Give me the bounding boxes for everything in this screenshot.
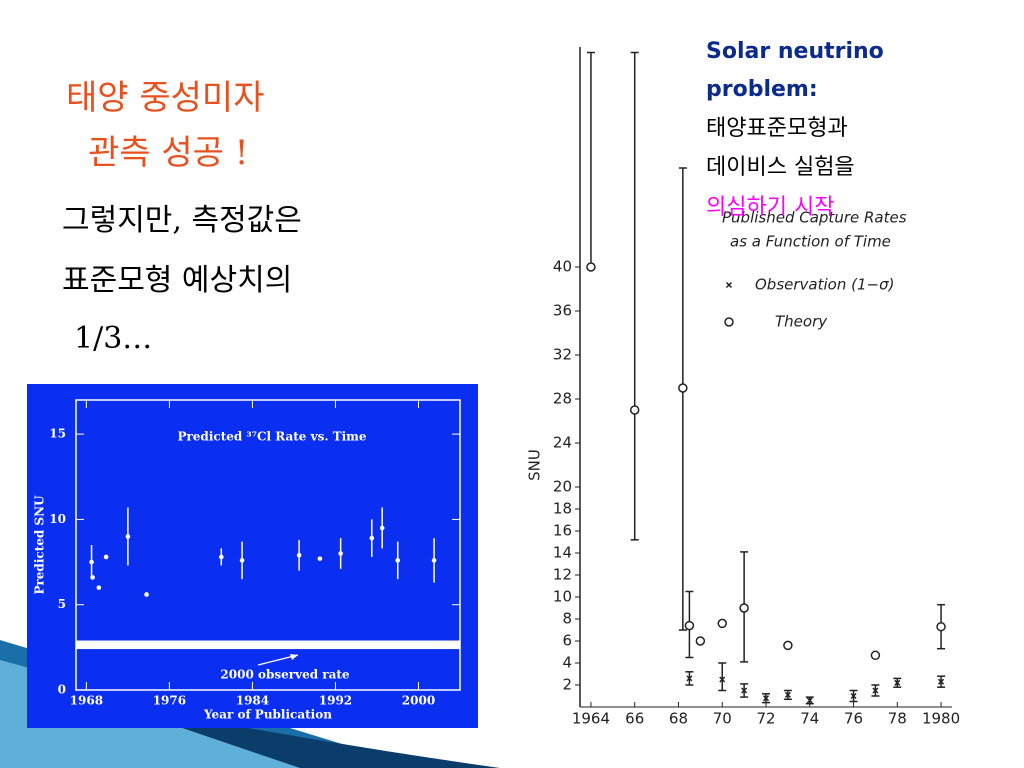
- data-point: [89, 559, 94, 565]
- data-point: [144, 592, 149, 597]
- y-tick-label: 2: [562, 676, 572, 694]
- marker-o: [739, 603, 749, 613]
- x-tick-label: 76: [844, 710, 863, 728]
- x-axis-label: Year of Publication: [203, 708, 332, 722]
- marker-x: [719, 676, 726, 683]
- marker-o: [936, 621, 946, 632]
- data-point: [369, 535, 375, 541]
- legend-label: Observation (1−σ): [755, 276, 894, 294]
- band-arrowhead: [290, 654, 298, 660]
- x-tick-label: 70: [713, 710, 732, 728]
- y-tick-label: 36: [553, 302, 572, 320]
- x-tick-label: 1968: [70, 694, 103, 708]
- data-point: [296, 552, 302, 558]
- plot-frame: [75, 399, 461, 691]
- y-tick-label: 10: [553, 588, 572, 606]
- x-tick-label: 1980: [922, 710, 960, 728]
- data-point: [103, 554, 109, 560]
- data-point: [96, 585, 102, 590]
- note-highlight: 의심하기 시작: [706, 195, 834, 220]
- marker-o: [684, 620, 695, 631]
- x-tick-label: 78: [888, 710, 907, 728]
- x-tick-label: 2000: [402, 694, 435, 708]
- note-heading: Solar neutrino: [706, 39, 884, 64]
- data-point: [395, 558, 401, 563]
- marker-x: [894, 679, 901, 686]
- y-tick-label: 12: [553, 566, 572, 584]
- y-axis-label: Predicted SNU: [33, 495, 47, 595]
- marker-x: [806, 697, 813, 704]
- data-point: [379, 525, 385, 531]
- y-tick-label: 18: [553, 500, 572, 518]
- marker-x: [938, 678, 945, 685]
- slide-text: 태양 중성미자 관측 성공 ! 그렇지만, 측정값은 표준모형 예상치의 1/3…: [62, 78, 302, 356]
- marker-x: [784, 691, 791, 698]
- x-tick-label: 74: [800, 710, 819, 728]
- y-tick-label: 16: [553, 522, 572, 540]
- band-label: 2000 observed rate: [220, 668, 350, 682]
- chart-title: Predicted ³⁷Cl Rate vs. Time: [177, 430, 366, 444]
- marker-o: [724, 317, 734, 327]
- marker-x: [741, 687, 748, 694]
- y-tick-label: 5: [58, 597, 66, 611]
- panel: [27, 384, 478, 728]
- x-tick-label: 1992: [319, 694, 352, 708]
- marker-o: [783, 640, 793, 651]
- chart-predicted: Predicted ³⁷Cl Rate vs. Time Year of Publ…: [27, 384, 478, 728]
- marker-o: [717, 618, 727, 629]
- y-tick-label: 4: [562, 654, 572, 672]
- y-tick-label: 15: [49, 427, 66, 441]
- data-point: [125, 534, 131, 539]
- data-point: [431, 558, 437, 563]
- data-point: [239, 558, 245, 563]
- x-tick-label: 1984: [236, 694, 269, 708]
- data-point: [90, 575, 95, 580]
- note-line: 데이비스 실험을: [706, 155, 855, 180]
- legend-title: Published Capture Rates: [722, 209, 907, 227]
- marker-o: [629, 405, 640, 415]
- x-tick-label: 1976: [153, 694, 186, 708]
- body-text: 표준모형 예상치의: [62, 263, 292, 298]
- marker-x: [762, 695, 770, 702]
- x-tick-label: 72: [756, 710, 775, 728]
- y-tick-label: 24: [553, 434, 572, 452]
- y-tick-label: 10: [49, 512, 66, 526]
- marker-o: [870, 650, 881, 661]
- legend-label: Theory: [775, 313, 828, 331]
- y-tick-label: 32: [553, 346, 572, 364]
- marker-x: [872, 687, 879, 694]
- y-axis-label: SNU: [526, 449, 544, 481]
- legend-title: as a Function of Time: [730, 233, 891, 251]
- body-text: 그렇지만, 측정값은: [62, 203, 302, 238]
- data-point: [218, 554, 224, 560]
- marker-o: [695, 636, 706, 646]
- data-point: [317, 556, 323, 561]
- marker-x: [850, 692, 857, 700]
- y-tick-label: 0: [58, 683, 66, 697]
- swoosh-band: [100, 700, 500, 768]
- body-text: 1/3…: [74, 321, 152, 356]
- y-tick-label: 28: [553, 390, 572, 408]
- x-tick-label: 66: [625, 710, 644, 728]
- y-tick-label: 8: [562, 610, 572, 628]
- marker-o: [678, 383, 688, 393]
- y-tick-label: 6: [562, 632, 572, 650]
- marker-o: [586, 262, 596, 272]
- y-tick-label: 20: [553, 478, 572, 496]
- slide-title: 관측 성공 !: [88, 133, 248, 173]
- x-tick-label: 1964: [572, 710, 610, 728]
- note-line: 태양표준모형과: [706, 116, 848, 141]
- note-heading: problem:: [706, 77, 818, 102]
- note: Solar neutrino problem: 태양표준모형과 데이비스 실험을…: [706, 39, 884, 220]
- x-tick-label: 68: [669, 710, 688, 728]
- marker-x: [686, 675, 693, 682]
- y-tick-label: 40: [553, 258, 572, 276]
- data-point: [338, 551, 343, 556]
- marker-x: [725, 281, 733, 289]
- observed-band: [76, 640, 460, 650]
- slide-title: 태양 중성미자: [66, 78, 265, 118]
- y-tick-label: 14: [553, 544, 572, 562]
